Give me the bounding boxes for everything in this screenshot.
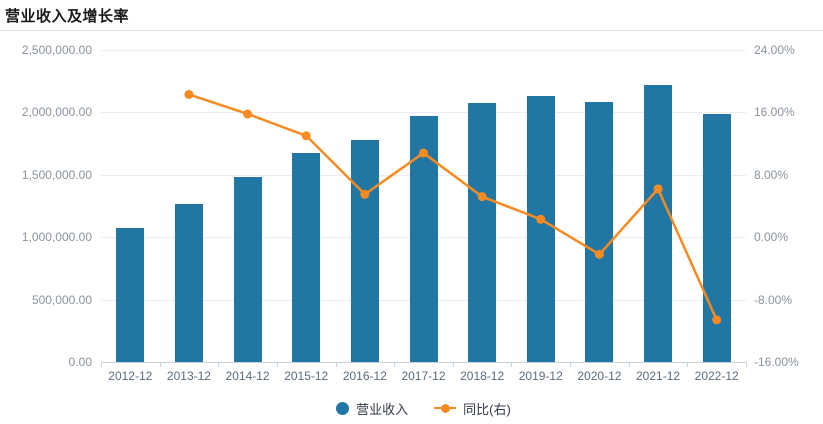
x-axis-tick xyxy=(101,362,102,367)
chart-title: 营业收入及增长率 xyxy=(5,8,130,25)
x-axis-tick xyxy=(511,362,513,367)
y-left-tick-label: 0.00 xyxy=(68,355,92,369)
x-axis-line xyxy=(101,362,746,363)
y-right-tick-label: 24.00% xyxy=(754,43,795,57)
y-right-tick-label: -8.00% xyxy=(754,292,793,307)
bar-2018-12[interactable] xyxy=(468,103,497,362)
bar-2012-12[interactable] xyxy=(116,228,145,362)
bar-2016-12[interactable] xyxy=(350,140,379,362)
x-axis-tick xyxy=(628,362,630,367)
bar-2015-12[interactable] xyxy=(292,152,321,362)
yoy-point-2020-12[interactable] xyxy=(594,249,604,259)
yoy-point-2014-12[interactable] xyxy=(243,109,253,119)
x-tick-label: 2017-12 xyxy=(401,369,446,383)
legend-item-label: 同比(右) xyxy=(463,401,511,417)
x-axis-tick xyxy=(746,362,747,367)
bar-2013-12[interactable] xyxy=(174,203,203,362)
legend-item-revenue[interactable]: 营业收入 xyxy=(336,399,408,418)
y-left-tick-label: 500,000.00 xyxy=(31,292,92,307)
legend-item-label: 营业收入 xyxy=(356,401,409,417)
plot-area[interactable] xyxy=(101,50,746,363)
x-tick-label: 2021-12 xyxy=(636,369,681,383)
y-right-tick-label: -16.00% xyxy=(754,355,799,369)
x-axis-tick xyxy=(335,362,337,367)
x-axis-tick xyxy=(218,362,220,367)
gridline xyxy=(101,112,746,114)
x-tick-label: 2022-12 xyxy=(694,369,739,383)
yoy-point-2019-12[interactable] xyxy=(536,214,546,224)
x-axis-tick xyxy=(276,362,278,367)
yoy-point-2015-12[interactable] xyxy=(301,131,311,141)
yoy-line[interactable] xyxy=(188,93,718,321)
x-tick-label: 2018-12 xyxy=(460,369,505,383)
bar-2019-12[interactable] xyxy=(526,96,555,362)
x-tick-label: 2015-12 xyxy=(284,369,329,383)
x-tick-label: 2013-12 xyxy=(166,369,211,383)
yoy-point-2022-12[interactable] xyxy=(712,315,722,325)
y-left-tick-label: 2,000,000.00 xyxy=(21,105,92,120)
x-axis-tick xyxy=(570,362,572,367)
bar-2014-12[interactable] xyxy=(233,177,262,362)
yoy-line-layer xyxy=(184,89,722,325)
yoy-point-2018-12[interactable] xyxy=(477,192,487,202)
y-right-tick-label: 16.00% xyxy=(754,105,795,120)
x-axis-tick xyxy=(452,362,454,367)
revenue-legend-marker-icon xyxy=(336,401,350,415)
x-tick-label: 2020-12 xyxy=(577,369,622,383)
bar-2021-12[interactable] xyxy=(644,84,673,362)
yoy-point-2021-12[interactable] xyxy=(653,184,663,194)
yoy-legend-marker-icon xyxy=(434,403,457,413)
gridline xyxy=(101,50,746,51)
x-tick-label: 2014-12 xyxy=(225,369,270,383)
y-left-tick-label: 1,000,000.00 xyxy=(21,230,92,245)
bar-2020-12[interactable] xyxy=(585,101,614,362)
legend: 营业收入 同比(右) xyxy=(101,398,746,418)
x-axis-tick xyxy=(394,362,396,367)
y-left-tick-label: 2,500,000.00 xyxy=(21,43,92,57)
yoy-point-2016-12[interactable] xyxy=(360,189,370,199)
y-right-tick-label: 8.00% xyxy=(754,167,789,182)
x-tick-label: 2016-12 xyxy=(342,369,387,383)
x-axis-tick xyxy=(687,362,689,367)
x-axis-tick xyxy=(159,362,161,367)
x-tick-label: 2019-12 xyxy=(518,369,563,383)
y-right-tick-label: 0.00% xyxy=(754,230,789,245)
legend-item-yoy[interactable]: 同比(右) xyxy=(434,399,511,418)
yoy-point-2013-12[interactable] xyxy=(184,89,194,99)
y-left-tick-label: 1,500,000.00 xyxy=(21,167,92,182)
x-tick-label: 2012-12 xyxy=(108,369,153,383)
header-divider xyxy=(0,30,823,31)
yoy-point-2017-12[interactable] xyxy=(419,148,428,158)
